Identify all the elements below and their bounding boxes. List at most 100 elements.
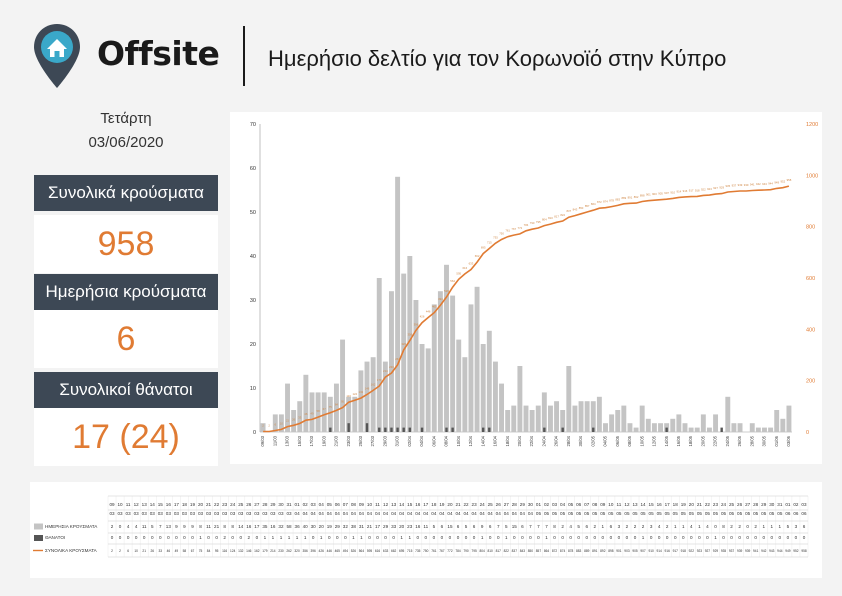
daily-cases-bar	[486, 330, 492, 432]
total-cases-data-label: 715	[487, 240, 492, 244]
table-month-cell: 04	[343, 511, 349, 516]
table-total-cell: 146	[246, 549, 252, 553]
daily-cases-bar	[682, 423, 688, 432]
table-day-cell: 14	[640, 502, 646, 507]
table-day-cell: 14	[150, 502, 156, 507]
table-day-cell: 26	[737, 502, 743, 507]
table-total-cell: 922	[689, 549, 695, 553]
table-total-cell: 67	[191, 549, 195, 553]
legend-daily-label: ΗΜΕΡΗΣΙΑ ΚΡΟΥΣΜΑΤΑ	[45, 524, 98, 529]
table-total-cell: 320	[294, 549, 300, 553]
table-deaths-cell: 0	[754, 535, 757, 540]
table-month-cell: 03	[222, 511, 228, 516]
table-month-cell: 03	[230, 511, 236, 516]
y-left-tick-label: 30	[250, 298, 256, 304]
daily-cases-bar	[327, 396, 333, 432]
table-month-cell: 04	[488, 511, 494, 516]
table-month-cell: 04	[480, 511, 486, 516]
table-daily-cell: 5	[505, 524, 508, 529]
table-daily-cell: 2	[594, 524, 597, 529]
table-month-cell: 03	[150, 511, 156, 516]
table-deaths-cell: 0	[119, 535, 122, 540]
daily-cases-bar	[419, 344, 425, 432]
daily-cases-bar	[401, 273, 407, 432]
daily-cases-bar	[676, 414, 682, 432]
table-day-cell: 20	[689, 502, 695, 507]
table-day-cell: 24	[230, 502, 236, 507]
total-cases-data-label: 817	[554, 214, 559, 218]
table-month-cell: 04	[407, 511, 413, 516]
table-month-cell: 05	[608, 511, 614, 516]
table-total-cell: 446	[327, 549, 333, 553]
table-daily-cell: 1	[602, 524, 605, 529]
table-deaths-cell: 0	[441, 535, 444, 540]
table-deaths-cell: 0	[183, 535, 186, 540]
table-day-cell: 27	[504, 502, 510, 507]
total-cases-data-label: 735	[493, 235, 498, 239]
table-daily-cell: 3	[650, 524, 653, 529]
x-tick-label: 14/05	[664, 435, 669, 446]
table-deaths-cell: 0	[698, 535, 701, 540]
daily-cases-bar	[768, 427, 774, 432]
table-daily-cell: 17	[254, 524, 260, 529]
table-day-cell: 08	[592, 502, 598, 507]
table-daily-cell: 2	[666, 524, 669, 529]
x-tick-label: 16/04	[493, 435, 498, 446]
x-tick-label: 28/04	[566, 435, 571, 446]
table-day-cell: 11	[126, 502, 131, 507]
table-day-cell: 09	[359, 502, 365, 507]
table-daily-cell: 4	[569, 524, 572, 529]
table-month-cell: 03	[286, 511, 292, 516]
table-total-cell: 935	[721, 549, 727, 553]
daily-cases-bar	[786, 405, 792, 432]
x-tick-label: 06/05	[615, 435, 620, 446]
table-deaths-cell: 0	[529, 535, 532, 540]
total-cases-data-label: 892	[634, 195, 639, 199]
total-cases-data-label: 633	[469, 262, 474, 266]
table-daily-cell: 2	[642, 524, 645, 529]
total-deaths-label: Συνολικοί θάνατοι	[34, 372, 218, 408]
deaths-bar	[488, 427, 491, 432]
daily-cases-bar	[413, 300, 419, 432]
table-month-cell: 04	[455, 511, 461, 516]
table-day-cell: 02	[793, 502, 799, 507]
table-deaths-cell: 1	[545, 535, 548, 540]
table-total-cell: 124	[230, 549, 236, 553]
daily-cases-bar	[639, 405, 645, 432]
x-tick-label: 28/05	[749, 435, 754, 446]
table-daily-cell: 11	[142, 524, 147, 529]
table-month-cell: 05	[761, 511, 767, 516]
table-daily-cell: 21	[367, 524, 373, 529]
x-tick-label: 12/04	[468, 435, 473, 446]
table-deaths-cell: 0	[658, 535, 661, 540]
table-month-cell: 05	[745, 511, 751, 516]
x-tick-label: 23/03	[346, 435, 351, 446]
table-deaths-cell: 0	[730, 535, 733, 540]
daily-cases-bar	[321, 392, 327, 432]
total-cases-data-label: 949	[774, 180, 779, 184]
total-cases-data-label: 564	[450, 279, 455, 283]
table-day-cell: 28	[512, 502, 518, 507]
table-month-cell: 04	[431, 511, 437, 516]
table-deaths-cell: 0	[336, 535, 339, 540]
table-day-cell: 22	[463, 502, 469, 507]
daily-cases-bar	[523, 405, 529, 432]
table-daily-cell: 5	[787, 524, 790, 529]
table-day-cell: 20	[198, 502, 204, 507]
table-total-cell: 907	[640, 549, 646, 553]
table-month-cell: 03	[254, 511, 260, 516]
daily-cases-bar	[554, 401, 560, 432]
table-daily-cell: 1	[698, 524, 701, 529]
x-tick-label: 26/04	[554, 435, 559, 446]
daily-cases-bar	[541, 392, 547, 432]
x-tick-label: 18/04	[505, 435, 510, 446]
total-cases-data-label: 67	[323, 407, 327, 411]
table-day-cell: 27	[745, 502, 751, 507]
table-day-cell: 01	[785, 502, 791, 507]
table-total-cell: 662	[391, 549, 397, 553]
y-right-tick-label: 200	[806, 379, 815, 385]
daily-cases-bar	[303, 374, 309, 432]
daily-cases-bar	[755, 427, 761, 432]
table-month-cell: 05	[737, 511, 743, 516]
total-cases-data-label: 929	[719, 186, 724, 190]
